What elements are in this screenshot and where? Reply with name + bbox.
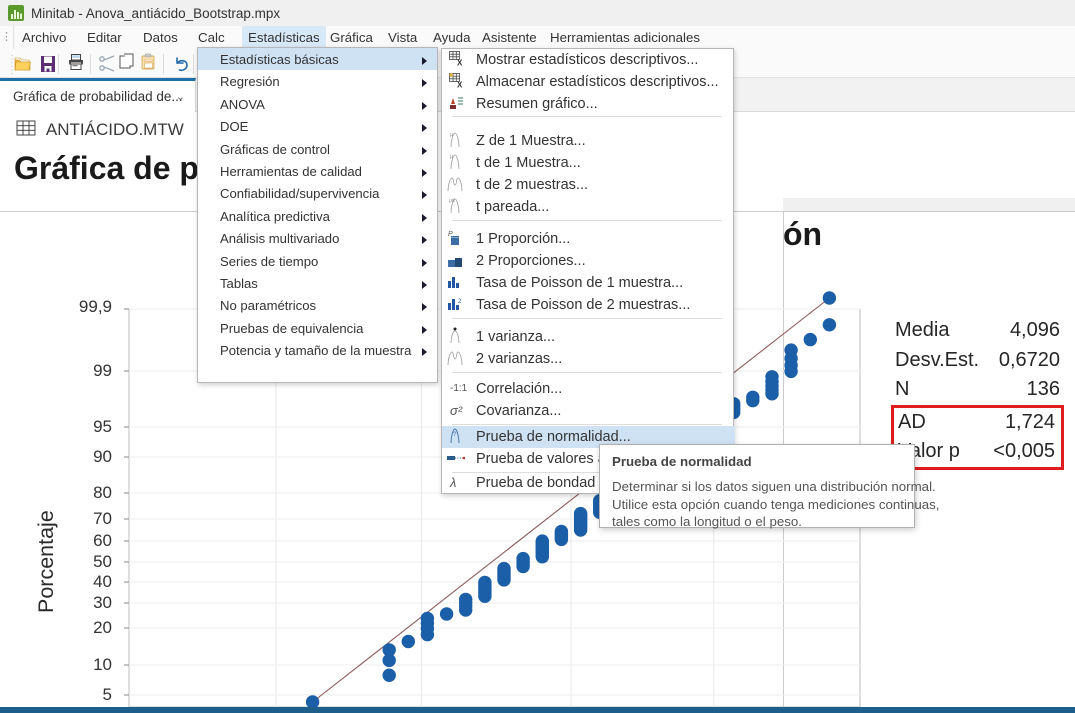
svg-text:μd: μd [449,198,455,204]
svg-text:X: X [457,81,463,90]
svg-text:2: 2 [458,299,462,305]
svg-text:μ: μ [450,132,453,138]
svg-text:μ: μ [450,154,453,160]
svg-text:?: ? [453,432,457,438]
svg-text:X: X [457,59,463,68]
